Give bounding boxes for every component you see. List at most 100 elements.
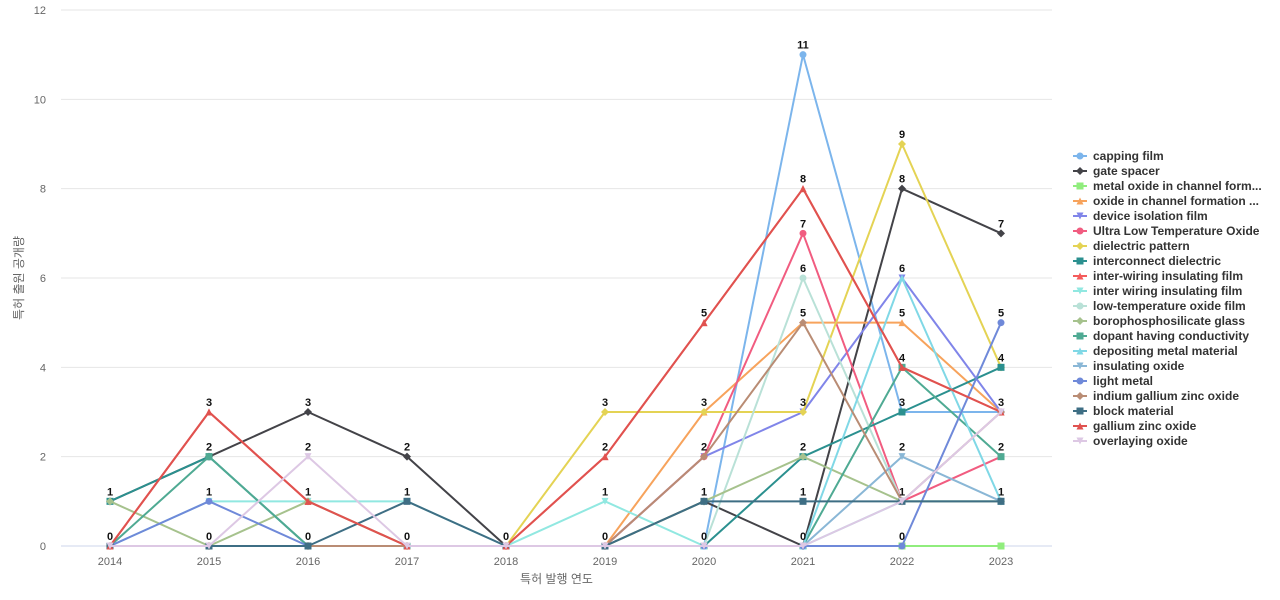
data-point[interactable] (700, 497, 708, 505)
data-point[interactable] (997, 319, 1005, 327)
data-label: 0 (107, 531, 113, 543)
series-line[interactable] (109, 500, 1001, 547)
data-point[interactable] (799, 408, 807, 416)
legend-marker[interactable] (1076, 227, 1084, 235)
series-line[interactable] (110, 53, 1001, 547)
data-point[interactable] (799, 229, 807, 237)
data-point[interactable] (403, 542, 411, 550)
data-point[interactable] (601, 453, 609, 461)
data-point[interactable] (997, 363, 1005, 371)
legend-item[interactable]: low-temperature oxide film (1073, 299, 1246, 313)
data-point[interactable] (799, 452, 807, 461)
series-line[interactable] (109, 322, 1002, 547)
data-point[interactable] (898, 184, 906, 193)
data-point[interactable] (799, 274, 807, 282)
series-line[interactable] (110, 411, 1002, 547)
data-point[interactable] (601, 542, 609, 550)
series-line[interactable] (110, 321, 1002, 547)
legend-item[interactable]: borophosphosilicate glass (1073, 314, 1245, 328)
data-point[interactable] (997, 542, 1005, 550)
legend-marker[interactable] (1076, 317, 1084, 325)
legend-marker[interactable] (1076, 197, 1084, 205)
series-line[interactable] (110, 321, 1002, 547)
legend-marker[interactable] (1076, 422, 1084, 430)
legend-item[interactable]: oxide in channel formation ... (1073, 194, 1259, 208)
data-point[interactable] (700, 319, 708, 327)
data-point[interactable] (700, 408, 708, 416)
data-point[interactable] (106, 542, 114, 550)
legend-marker[interactable] (1076, 347, 1084, 355)
legend-item[interactable]: Ultra Low Temperature Oxide (1073, 224, 1260, 238)
legend-item[interactable]: gate spacer (1073, 164, 1160, 178)
data-point[interactable] (304, 453, 312, 461)
data-point[interactable] (106, 497, 114, 506)
legend-item[interactable]: dopant having conductivity (1073, 329, 1249, 343)
legend-item[interactable]: device isolation film (1073, 209, 1208, 223)
series-line[interactable] (110, 277, 1001, 547)
data-point[interactable] (700, 452, 708, 461)
data-point[interactable] (304, 542, 312, 550)
data-point[interactable] (799, 51, 807, 59)
series-line[interactable] (110, 277, 1002, 547)
data-point[interactable] (799, 185, 807, 193)
data-point[interactable] (799, 497, 807, 505)
data-point[interactable] (997, 497, 1005, 505)
data-point[interactable] (898, 453, 906, 461)
legend-item[interactable]: insulating oxide (1073, 359, 1185, 373)
data-point[interactable] (403, 497, 411, 505)
legend-item[interactable]: dielectric pattern (1073, 239, 1190, 253)
data-point[interactable] (898, 319, 906, 327)
data-point[interactable] (205, 453, 213, 461)
data-point[interactable] (205, 408, 213, 416)
data-point[interactable] (997, 229, 1005, 238)
legend-marker[interactable] (1076, 272, 1084, 280)
data-point[interactable] (700, 542, 708, 550)
legend-item[interactable]: gallium zinc oxide (1073, 419, 1197, 433)
data-point[interactable] (403, 452, 411, 461)
legend-marker[interactable] (1076, 362, 1084, 370)
legend-item[interactable]: metal oxide in channel form... (1073, 179, 1262, 193)
legend-marker[interactable] (1076, 167, 1084, 175)
legend-item[interactable]: depositing metal material (1073, 344, 1238, 358)
data-point[interactable] (502, 542, 510, 550)
legend-marker[interactable] (1076, 152, 1084, 160)
legend-item[interactable]: indium gallium zinc oxide (1073, 389, 1239, 403)
legend-marker[interactable] (1076, 212, 1084, 220)
data-point[interactable] (799, 542, 807, 550)
data-point[interactable] (205, 497, 213, 505)
legend-item[interactable]: inter wiring insulating film (1073, 284, 1242, 298)
series-line[interactable] (110, 277, 1002, 547)
legend-marker[interactable] (1076, 377, 1084, 385)
data-point[interactable] (205, 542, 213, 550)
data-point[interactable] (898, 274, 906, 282)
legend-marker[interactable] (1076, 182, 1084, 190)
data-point[interactable] (898, 408, 906, 416)
series-line[interactable] (110, 232, 1002, 547)
data-point[interactable] (304, 497, 312, 505)
legend-item[interactable]: interconnect dielectric (1073, 254, 1221, 268)
legend-marker[interactable] (1076, 302, 1084, 310)
data-point[interactable] (601, 497, 609, 505)
data-point[interactable] (898, 363, 906, 371)
legend-marker[interactable] (1076, 332, 1084, 340)
legend-marker[interactable] (1076, 437, 1084, 445)
legend-item[interactable]: block material (1073, 404, 1174, 418)
data-point[interactable] (799, 318, 807, 327)
data-point[interactable] (304, 408, 312, 416)
legend-marker[interactable] (1076, 287, 1084, 295)
legend-marker[interactable] (1076, 407, 1084, 415)
legend-item[interactable]: capping film (1073, 149, 1164, 163)
legend-marker[interactable] (1076, 242, 1084, 250)
series-line[interactable] (109, 187, 1002, 547)
data-point[interactable] (898, 497, 906, 505)
data-point[interactable] (997, 453, 1005, 461)
data-point[interactable] (898, 542, 906, 550)
legend-item[interactable]: inter-wiring insulating film (1073, 269, 1243, 283)
legend-marker[interactable] (1076, 392, 1084, 400)
data-point[interactable] (997, 408, 1005, 416)
data-point[interactable] (898, 140, 906, 148)
data-point[interactable] (601, 408, 609, 416)
legend-marker[interactable] (1076, 257, 1084, 265)
legend-item[interactable]: overlaying oxide (1073, 434, 1188, 448)
legend-item[interactable]: light metal (1073, 374, 1153, 388)
